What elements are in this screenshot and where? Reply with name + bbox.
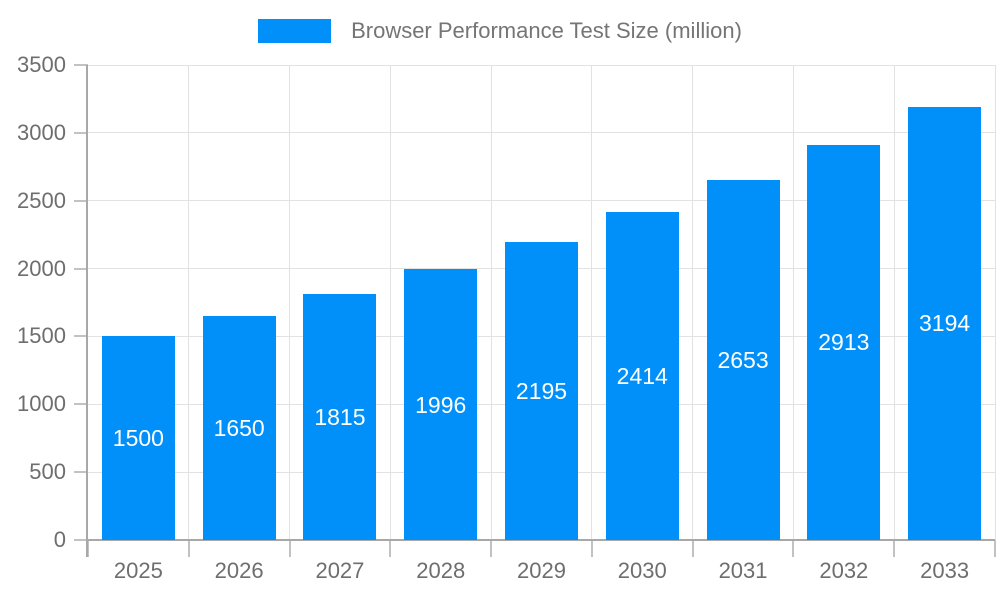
bar[interactable]: [101, 336, 175, 540]
legend-label: Browser Performance Test Size (million): [351, 18, 742, 43]
x-axis-tick: [87, 540, 89, 557]
x-axis-tick: [994, 540, 996, 557]
bar[interactable]: [807, 144, 881, 540]
y-axis-tick: [74, 199, 88, 202]
x-axis-label: 2028: [416, 558, 466, 583]
y-axis-label: 3500: [17, 52, 66, 77]
bar[interactable]: [404, 269, 478, 540]
bar[interactable]: [908, 106, 982, 540]
y-axis-tick: [74, 267, 88, 270]
bar[interactable]: [605, 212, 679, 540]
bar-value-label: 1815: [314, 403, 366, 430]
bar-value-label: 3194: [919, 310, 971, 337]
gridline-vertical: [994, 65, 996, 540]
gridline-vertical: [490, 65, 492, 540]
y-axis-label: 500: [29, 459, 66, 485]
y-axis-label: 3000: [17, 119, 66, 145]
gridline-horizontal: [88, 132, 995, 134]
gridline-vertical: [591, 65, 593, 540]
y-axis-label: 2500: [17, 187, 66, 213]
x-axis-tick: [490, 540, 493, 557]
x-axis-label: 2032: [819, 558, 869, 583]
x-axis-tick: [893, 540, 896, 557]
bar-value-label: 2414: [616, 363, 668, 390]
x-axis-label: 2025: [113, 558, 163, 583]
bar-value-label: 2653: [717, 346, 769, 373]
bar[interactable]: [706, 179, 780, 540]
bar-value-label: 1500: [112, 425, 164, 452]
bar-value-label: 2913: [818, 329, 870, 356]
bar-value-label: 1996: [415, 391, 467, 418]
gridline-vertical: [389, 65, 391, 540]
y-axis-line: [86, 65, 88, 557]
bar[interactable]: [303, 293, 377, 540]
y-axis-label: 2000: [17, 255, 66, 281]
gridline-vertical: [792, 65, 794, 540]
gridline-vertical: [289, 65, 291, 540]
y-axis-tick: [74, 403, 88, 406]
x-axis-tick: [691, 540, 694, 557]
bar[interactable]: [202, 316, 276, 540]
legend-swatch-icon: [258, 19, 332, 43]
x-axis-label: 2031: [718, 558, 768, 583]
y-axis-tick: [74, 335, 88, 338]
gridline-horizontal: [88, 64, 995, 66]
x-axis-line: [86, 539, 995, 541]
bar-value-label: 1650: [213, 415, 265, 442]
gridline-horizontal: [88, 200, 995, 202]
x-axis-tick: [590, 540, 593, 557]
y-axis-tick: [74, 64, 88, 66]
gridline-vertical: [188, 65, 190, 540]
bar[interactable]: [505, 242, 578, 540]
x-axis-label: 2029: [517, 558, 566, 583]
x-axis-label: 2030: [617, 558, 667, 583]
x-axis-tick: [389, 540, 392, 557]
x-axis-tick: [792, 540, 795, 557]
y-axis-tick: [74, 539, 88, 541]
x-axis-tick: [187, 540, 190, 557]
x-axis-label: 2033: [920, 558, 970, 583]
x-axis-tick: [288, 540, 291, 557]
y-axis-label: 1000: [17, 391, 66, 417]
x-axis-label: 2027: [315, 558, 365, 583]
bar-value-label: 2195: [515, 378, 568, 405]
legend[interactable]: Browser Performance Test Size (million): [0, 18, 1000, 44]
y-axis-tick: [74, 131, 88, 134]
x-axis-label: 2026: [214, 558, 264, 583]
y-axis-label: 1500: [17, 323, 66, 349]
y-axis-tick: [74, 471, 88, 474]
y-axis-label: 0: [53, 527, 66, 552]
gridline-vertical: [692, 65, 694, 540]
gridline-vertical: [893, 65, 895, 540]
